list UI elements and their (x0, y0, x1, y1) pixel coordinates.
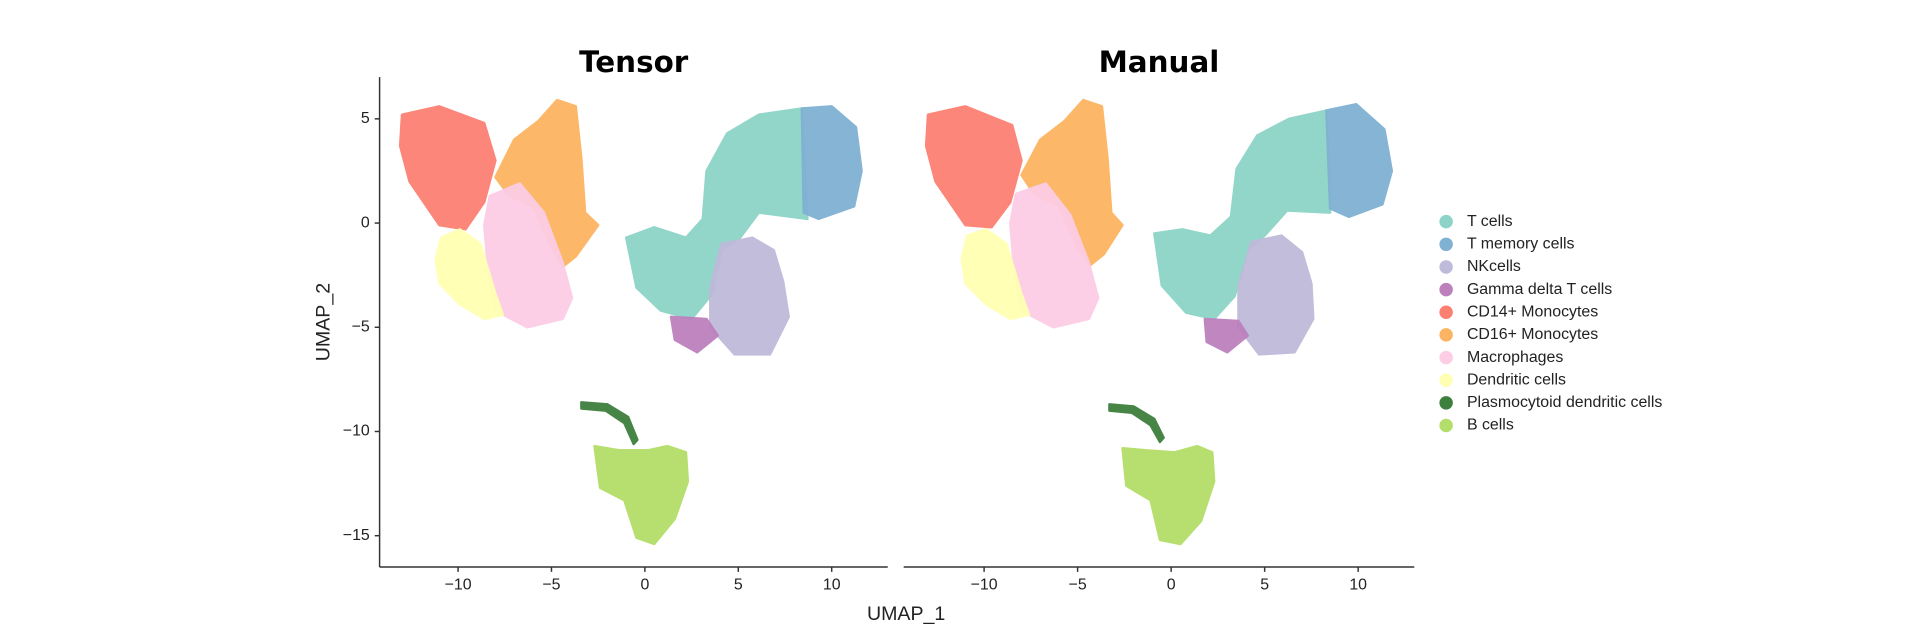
legend-label: NKcells (1467, 258, 1521, 275)
legend-label: B cells (1467, 417, 1514, 434)
cluster (1009, 182, 1100, 329)
x-tick-label: 5 (734, 577, 743, 594)
cluster (580, 401, 639, 446)
panel-title: Tensor (579, 45, 689, 79)
cluster (398, 105, 497, 231)
cluster (593, 444, 690, 546)
cluster (709, 236, 790, 356)
legend-swatch (1439, 214, 1453, 229)
cluster (669, 315, 719, 354)
panel-title: Manual (1099, 45, 1220, 79)
cluster (624, 107, 809, 321)
legend-label: Macrophages (1467, 349, 1563, 366)
cluster (1153, 109, 1332, 321)
x-tick-label: 0 (640, 577, 649, 594)
legend-swatch (1439, 305, 1453, 319)
cluster (1237, 234, 1315, 356)
y-tick-label: 0 (361, 214, 370, 231)
legend-label: CD14+ Monocytes (1467, 303, 1598, 320)
legend-label: Gamma delta T cells (1467, 281, 1612, 298)
legend-swatch (1439, 350, 1453, 365)
cluster (924, 105, 1023, 229)
legend-swatch (1439, 282, 1453, 297)
x-axis-label: UMAP_1 (867, 603, 945, 625)
x-tick-label: −5 (542, 577, 560, 594)
legend-swatch (1439, 396, 1453, 410)
y-axis-label: UMAP_2 (313, 283, 335, 361)
legend-label: T memory cells (1467, 236, 1575, 253)
cluster (960, 228, 1031, 321)
legend-swatch (1439, 237, 1453, 252)
y-tick-label: 5 (361, 110, 370, 127)
x-tick-label: −10 (445, 577, 472, 594)
x-tick-label: −10 (971, 577, 998, 594)
legend-label: Plasmocytoid dendritic cells (1467, 394, 1662, 411)
cluster (482, 182, 574, 329)
cluster (1108, 403, 1165, 444)
legend-swatch (1439, 373, 1453, 387)
x-tick-label: 5 (1260, 577, 1269, 594)
x-tick-label: −5 (1069, 577, 1087, 594)
legend-swatch (1439, 260, 1453, 274)
cluster (1203, 317, 1250, 354)
y-tick-label: −15 (343, 527, 370, 544)
x-tick-label: 0 (1167, 577, 1176, 594)
cluster (1325, 103, 1394, 219)
legend-label: T cells (1467, 213, 1513, 230)
cluster (434, 228, 505, 321)
cluster (1121, 444, 1216, 546)
legend-label: CD16+ Monocytes (1467, 326, 1598, 343)
legend-label: Dendritic cells (1467, 371, 1566, 388)
y-tick-label: −5 (352, 318, 370, 335)
legend-swatch (1439, 418, 1453, 433)
cluster (800, 105, 863, 221)
x-tick-label: 10 (1349, 577, 1367, 594)
x-tick-label: 10 (823, 577, 841, 594)
legend-swatch (1439, 328, 1453, 342)
y-tick-label: −10 (343, 423, 370, 440)
